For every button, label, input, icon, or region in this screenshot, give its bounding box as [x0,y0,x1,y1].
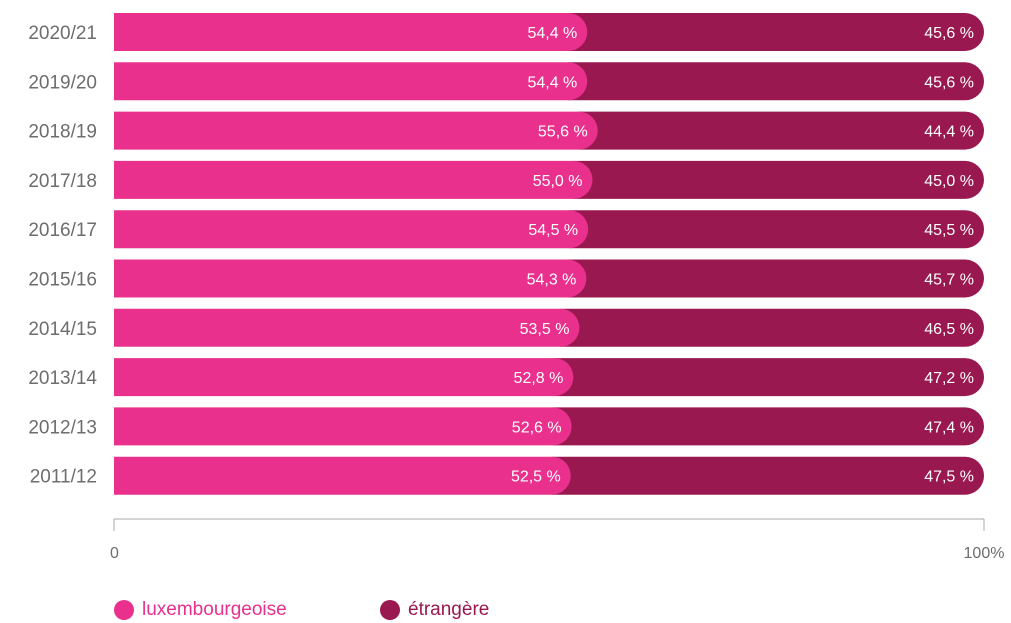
data-label-etrangere: 44,4 % [924,124,974,141]
data-label-luxembourgeoise: 54,4 % [527,74,577,91]
category-label: 2017/18 [28,171,97,192]
data-label-etrangere: 45,5 % [924,222,974,239]
legend-item-luxembourgeoise: luxembourgeoise [114,598,287,622]
data-label-luxembourgeoise: 53,5 % [520,321,570,338]
bar-segment-luxembourgeoise [114,111,598,150]
category-label: 2015/16 [28,270,97,291]
bar-segment-etrangere [551,456,984,495]
data-label-etrangere: 45,7 % [924,272,974,289]
data-label-etrangere: 45,6 % [924,25,974,42]
bar-segment-luxembourgeoise [114,62,588,101]
bar-segment-luxembourgeoise [114,160,593,199]
data-label-luxembourgeoise: 52,8 % [514,370,564,387]
legend-label-luxembourgeoise: luxembourgeoise [142,599,287,620]
data-label-luxembourgeoise: 54,5 % [528,222,578,239]
category-label: 2014/15 [28,319,97,340]
data-label-luxembourgeoise: 54,3 % [527,272,577,289]
stacked-bar-chart: 54,4 % 45,6 % 2020/21 54,4 % 45,6 % 2019/20 55… [28,13,1005,562]
bar-segment-luxembourgeoise [114,308,580,347]
bar-segment-etrangere [573,160,984,199]
bar-segment-etrangere [578,111,984,150]
data-label-etrangere: 45,0 % [924,173,974,190]
bar-segment-luxembourgeoise [114,456,571,495]
legend-item-etrangere: étrangère [380,598,489,622]
bar-segment-luxembourgeoise [114,358,574,397]
data-label-luxembourgeoise: 52,5 % [511,469,561,486]
x-tick-label: 0 [110,545,119,562]
bar-segment-etrangere [554,358,984,397]
legend-label-etrangere: étrangère [408,599,490,620]
category-label: 2019/20 [28,72,97,93]
data-label-etrangere: 45,6 % [924,74,974,91]
data-label-luxembourgeoise: 55,0 % [533,173,583,190]
data-label-luxembourgeoise: 55,6 % [538,124,588,141]
bar-segment-etrangere [568,13,984,51]
data-label-luxembourgeoise: 54,4 % [527,25,577,42]
category-label: 2020/21 [28,23,97,44]
bar-segment-etrangere [560,308,984,347]
category-label: 2013/14 [28,368,97,389]
category-label: 2012/13 [28,417,97,438]
category-label: 2018/19 [28,122,97,143]
x-tick-label: 100% [964,545,1005,562]
bar-segment-luxembourgeoise [114,13,588,51]
data-label-etrangere: 47,2 % [924,370,974,387]
data-label-etrangere: 47,5 % [924,469,974,486]
data-label-luxembourgeoise: 52,6 % [512,419,562,436]
data-label-etrangere: 46,5 % [924,321,974,338]
data-label-etrangere: 47,4 % [924,419,974,436]
bar-segment-luxembourgeoise [114,210,589,249]
legend-swatch-etrangere [380,600,400,620]
bar-segment-etrangere [569,210,984,249]
category-label: 2016/17 [28,220,97,241]
category-label: 2011/12 [30,467,97,488]
bar-segment-luxembourgeoise [114,407,572,446]
legend-swatch-luxembourgeoise [114,600,134,620]
bar-segment-etrangere [568,62,984,101]
bar-segment-luxembourgeoise [114,259,587,298]
bar-segment-etrangere [567,259,984,298]
bar-segment-etrangere [552,407,984,446]
